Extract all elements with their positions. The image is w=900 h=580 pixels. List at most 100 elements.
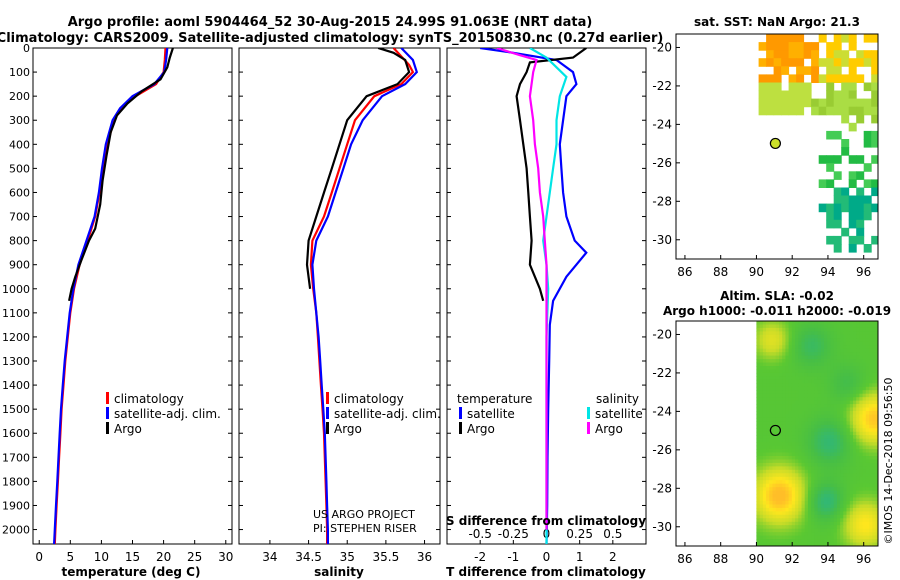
- sla-cell: [865, 449, 870, 454]
- sla-cell: [762, 327, 767, 332]
- sla-cell: [853, 414, 857, 419]
- sst-cell: [796, 74, 805, 83]
- sla-cell: [869, 518, 873, 523]
- sla-cell: [817, 428, 822, 433]
- sla-cell: [820, 462, 825, 467]
- sla-cell: [756, 535, 761, 540]
- sla-cell: [840, 352, 844, 357]
- sla-cell: [856, 473, 860, 478]
- sla-cell: [762, 518, 767, 523]
- sla-cell: [830, 424, 835, 429]
- sla-cell: [833, 525, 838, 530]
- sla-cell: [779, 456, 783, 461]
- sla-cell: [804, 497, 809, 502]
- sla-cell: [862, 386, 867, 391]
- sla-cell: [795, 359, 799, 364]
- sla-cell: [814, 417, 819, 422]
- sla-cell: [840, 338, 844, 343]
- sla-cell: [766, 327, 770, 332]
- sla-cell: [856, 525, 860, 530]
- sla-cell: [804, 487, 809, 492]
- sla-cell: [788, 435, 793, 440]
- sla-cell: [762, 511, 767, 516]
- sla-cell: [759, 372, 764, 377]
- sla-cell: [788, 483, 793, 488]
- sla-cell: [785, 511, 790, 516]
- sla-cell: [817, 369, 822, 374]
- sla-cell: [769, 355, 774, 360]
- sla-cell: [862, 542, 867, 546]
- sla-cell: [811, 331, 815, 336]
- sla-cell: [814, 393, 819, 398]
- sla-cell: [759, 466, 764, 471]
- sla-cell: [801, 376, 806, 381]
- sla-cell: [820, 528, 825, 533]
- sla-cell: [756, 518, 761, 523]
- sla-cell: [827, 532, 831, 537]
- sla-cell: [804, 414, 809, 419]
- sla-cell: [807, 386, 812, 391]
- sla-cell: [849, 341, 854, 346]
- sla-cell: [872, 480, 877, 485]
- sla-cell: [769, 435, 774, 440]
- sla-cell: [788, 407, 793, 412]
- sla-cell: [756, 494, 761, 499]
- sla-cell: [766, 532, 770, 537]
- sla-cell: [759, 341, 764, 346]
- sla-cell: [785, 521, 790, 526]
- sla-cell: [859, 497, 864, 502]
- sla-cell: [791, 494, 796, 499]
- sla-cell: [769, 518, 774, 523]
- sla-cell: [766, 428, 770, 433]
- sla-cell: [795, 459, 799, 464]
- sla-cell: [820, 518, 825, 523]
- sla-cell: [779, 366, 783, 371]
- sla-cell: [814, 483, 819, 488]
- sla-cell: [782, 352, 786, 357]
- sla-cell: [791, 528, 796, 533]
- sla-cell: [772, 421, 777, 426]
- sst-cell: [863, 58, 872, 67]
- sla-cell: [759, 355, 764, 360]
- sla-cell: [772, 445, 777, 450]
- sla-cell: [817, 449, 822, 454]
- sla-cell: [856, 348, 860, 353]
- sla-cell: [846, 404, 851, 409]
- sla-cell: [766, 431, 770, 436]
- sla-cell: [775, 435, 780, 440]
- sla-cell: [759, 414, 764, 419]
- sla-cell: [859, 345, 864, 350]
- sla-cell: [769, 438, 774, 443]
- sla-cell: [862, 459, 867, 464]
- sla-cell: [862, 324, 867, 329]
- sla-cell: [840, 480, 844, 485]
- sla-cell: [772, 494, 777, 499]
- sla-cell: [856, 359, 860, 364]
- sla-cell: [756, 386, 761, 391]
- sla-cell: [779, 438, 783, 443]
- sla-cell: [843, 411, 848, 416]
- sla-cell: [833, 476, 838, 481]
- sla-cell: [827, 518, 831, 523]
- sla-cell: [814, 456, 819, 461]
- sla-cell: [849, 386, 854, 391]
- sla-cell: [756, 542, 761, 546]
- sla-cell: [759, 376, 764, 381]
- sla-cell: [772, 542, 777, 546]
- sla-cell: [769, 359, 774, 364]
- sla-cell: [801, 497, 806, 502]
- sla-cell: [827, 424, 831, 429]
- sla-cell: [782, 331, 786, 336]
- sla-cell: [785, 352, 790, 357]
- sla-cell: [840, 462, 844, 467]
- sla-cell: [811, 400, 815, 405]
- sla-cell: [862, 376, 867, 381]
- sla-cell: [772, 438, 777, 443]
- sla-cell: [775, 352, 780, 357]
- sla-cell: [788, 494, 793, 499]
- sla-cell: [779, 338, 783, 343]
- sla-cell: [759, 542, 764, 546]
- sla-cell: [833, 473, 838, 478]
- sst-cell: [833, 42, 842, 51]
- sla-cell: [811, 473, 815, 478]
